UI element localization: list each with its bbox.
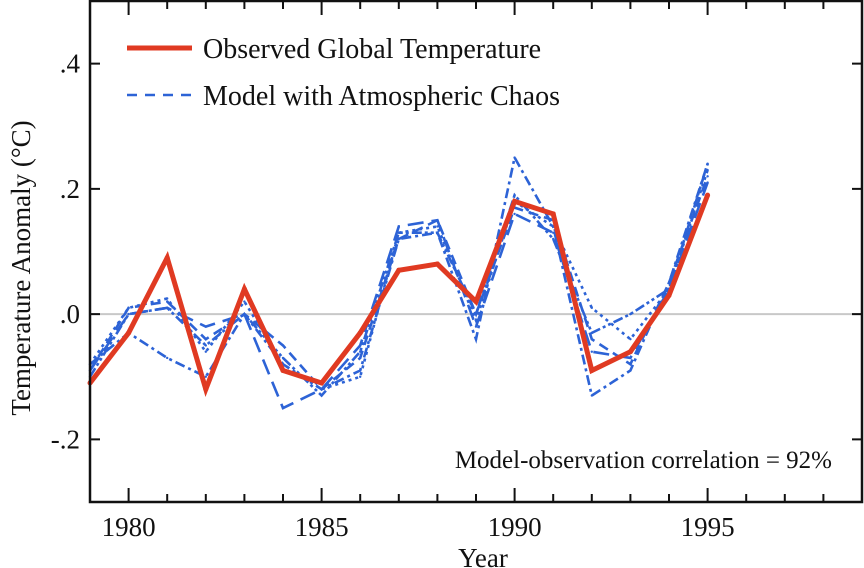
y-tick-labels: -.2 .0 .2 .4 bbox=[51, 49, 81, 455]
data-point-observed bbox=[357, 330, 363, 336]
y-tick-label: .0 bbox=[60, 299, 80, 329]
x-tick-label: 1985 bbox=[295, 512, 349, 542]
data-point-model bbox=[513, 212, 516, 216]
data-point-model bbox=[397, 225, 400, 228]
data-point-model bbox=[204, 375, 207, 378]
x-tick-label: 1995 bbox=[681, 512, 735, 542]
data-point-model bbox=[706, 175, 709, 178]
x-tick-labels: 1980 1985 1990 1995 bbox=[102, 512, 735, 542]
data-point-model bbox=[397, 231, 400, 234]
data-point-model bbox=[281, 406, 285, 410]
data-point-observed bbox=[512, 198, 518, 204]
series-line-model bbox=[88, 169, 709, 391]
data-point-model bbox=[590, 350, 593, 353]
y-tick-label: -.2 bbox=[51, 424, 80, 454]
data-point-observed bbox=[319, 380, 325, 386]
legend-label-observed: Observed Global Temperature bbox=[203, 34, 541, 65]
data-point-model bbox=[590, 306, 593, 310]
series-line-model bbox=[89, 153, 709, 398]
data-point-observed bbox=[434, 261, 440, 267]
data-point-model bbox=[629, 363, 632, 366]
data-point-model bbox=[590, 331, 593, 335]
x-axis-title: Year bbox=[458, 543, 508, 568]
data-point-model bbox=[474, 312, 478, 316]
y-axis-title: Temperature Anomaly (°C) bbox=[6, 120, 36, 415]
data-point-model bbox=[281, 356, 285, 360]
data-point-observed bbox=[589, 367, 595, 373]
data-point-observed bbox=[203, 386, 209, 392]
data-point-model bbox=[629, 369, 632, 372]
data-point-model bbox=[243, 312, 246, 316]
plot-frame bbox=[88, 0, 864, 504]
series-line-model bbox=[88, 175, 709, 392]
series-group bbox=[87, 153, 711, 410]
y-tick-label: .2 bbox=[60, 174, 80, 204]
data-point-model bbox=[127, 306, 130, 310]
data-point-model bbox=[359, 350, 362, 353]
data-point-model bbox=[204, 344, 207, 347]
data-point-model bbox=[204, 337, 207, 341]
data-point-model bbox=[166, 300, 169, 303]
series-line-observed bbox=[88, 194, 710, 398]
data-point-model bbox=[552, 231, 555, 234]
data-point-observed bbox=[396, 267, 402, 273]
data-point-model bbox=[243, 300, 246, 303]
series-line-model bbox=[88, 163, 709, 398]
data-point-model bbox=[436, 231, 439, 234]
data-point-observed bbox=[550, 211, 556, 217]
data-point-model bbox=[166, 297, 169, 300]
data-point-model bbox=[436, 218, 439, 222]
data-point-model bbox=[359, 344, 362, 347]
data-point-observed bbox=[241, 286, 247, 292]
data-point-model bbox=[629, 356, 632, 360]
data-point-observed bbox=[280, 367, 286, 373]
data-point-model bbox=[359, 369, 362, 372]
data-point-model bbox=[513, 193, 516, 197]
y-tick-label: .4 bbox=[60, 49, 81, 79]
data-point-model bbox=[590, 394, 593, 397]
data-point-model bbox=[359, 356, 362, 360]
data-point-model bbox=[320, 388, 323, 391]
data-point-model bbox=[204, 350, 207, 353]
ticks-group bbox=[89, 1, 863, 502]
data-point-observed bbox=[126, 330, 132, 336]
data-point-model bbox=[127, 312, 130, 316]
series-line-model bbox=[88, 182, 709, 410]
data-point-observed bbox=[627, 349, 633, 355]
legend: Observed Global Temperature Model with A… bbox=[127, 34, 560, 112]
data-point-model bbox=[629, 337, 632, 341]
data-point-model bbox=[281, 344, 285, 347]
data-point-model bbox=[474, 325, 478, 328]
correlation-annotation: Model-observation correlation = 92% bbox=[455, 447, 832, 474]
data-point-observed bbox=[666, 292, 672, 298]
data-point-model bbox=[166, 306, 169, 310]
data-point-model bbox=[706, 162, 709, 166]
data-point-model bbox=[513, 156, 516, 159]
data-point-model bbox=[590, 337, 593, 341]
data-point-model bbox=[436, 225, 439, 228]
data-point-model bbox=[474, 337, 478, 341]
data-point-model bbox=[166, 356, 169, 360]
legend-label-model: Model with Atmospheric Chaos bbox=[203, 81, 560, 112]
data-point-model bbox=[706, 181, 709, 184]
data-point-model bbox=[359, 375, 362, 378]
data-point-model bbox=[552, 237, 555, 241]
x-tick-label: 1990 bbox=[488, 512, 542, 542]
data-point-model bbox=[320, 394, 323, 397]
data-point-model bbox=[204, 325, 207, 328]
data-point-observed bbox=[705, 192, 711, 198]
data-point-observed bbox=[473, 299, 479, 305]
data-point-observed bbox=[164, 255, 170, 261]
data-point-model bbox=[629, 312, 632, 316]
x-tick-label: 1980 bbox=[102, 512, 156, 542]
